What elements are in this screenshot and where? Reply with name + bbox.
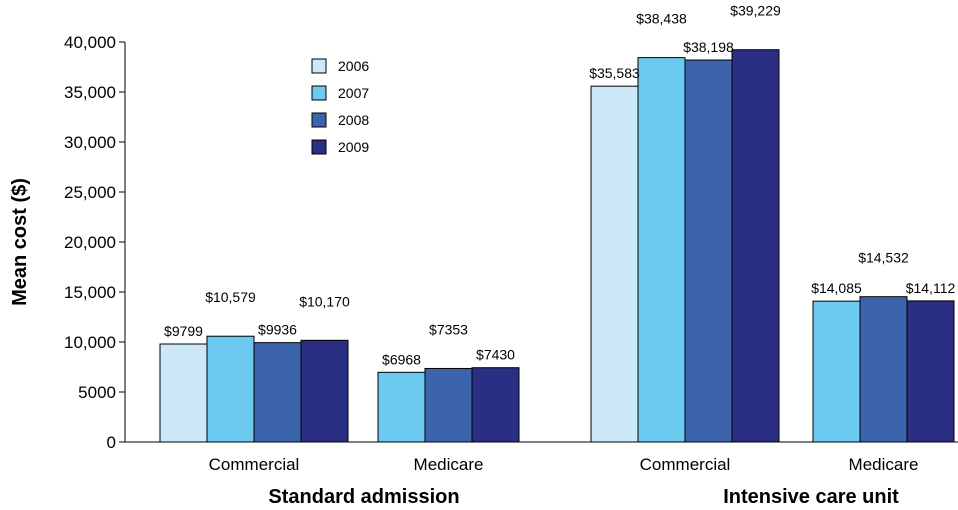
y-tick-label: 10,000 xyxy=(64,333,116,352)
data-label: $10,579 xyxy=(205,289,256,305)
x-group-label: Standard admission xyxy=(268,486,459,508)
data-label: $14,085 xyxy=(811,280,862,296)
bar-2007 xyxy=(206,335,255,443)
bar-2007 xyxy=(812,300,861,443)
x-tick-label: Commercial xyxy=(209,455,300,474)
y-tick-label: 40,000 xyxy=(64,33,116,52)
bar-2009 xyxy=(906,300,955,443)
data-label: $38,438 xyxy=(636,11,687,27)
data-label: $14,532 xyxy=(858,250,909,266)
x-tick-label: Medicare xyxy=(414,455,484,474)
legend-label: 2008 xyxy=(338,112,369,128)
x-group-label: Intensive care unit xyxy=(723,486,899,508)
data-label: $35,583 xyxy=(589,65,640,81)
legend-swatch xyxy=(311,58,327,74)
data-label: $6968 xyxy=(382,351,421,367)
x-tick-label: Medicare xyxy=(849,455,919,474)
bar-2008 xyxy=(859,296,908,443)
bar-2006 xyxy=(590,85,639,443)
legend-swatch xyxy=(311,85,327,101)
data-label: $9799 xyxy=(164,323,203,339)
bar-2007 xyxy=(377,371,426,443)
bar-2009 xyxy=(731,49,780,443)
y-axis-title: Mean cost ($) xyxy=(9,178,31,306)
y-tick-label: 0 xyxy=(107,433,116,452)
bars xyxy=(159,49,955,443)
bar-2009 xyxy=(471,367,520,443)
data-label: $7353 xyxy=(429,321,468,337)
y-tick-label: 30,000 xyxy=(64,133,116,152)
y-tick-label: 20,000 xyxy=(64,233,116,252)
bar-2009 xyxy=(300,339,349,443)
legend-swatch xyxy=(311,112,327,128)
bar-2008 xyxy=(424,367,473,443)
legend-label: 2007 xyxy=(338,85,369,101)
bar-2007 xyxy=(637,57,686,443)
legend: 2006 2007 2008 2009 xyxy=(311,58,369,155)
data-labels: $9799 $10,579 $9936$10,170 $6968 $7353 $7430 $… xyxy=(164,3,955,368)
y-tick-label: 15,000 xyxy=(64,283,116,302)
legend-label: 2006 xyxy=(338,58,369,74)
x-tick-label: Commercial xyxy=(640,455,731,474)
axes: 0 5000 10,000 15,000 20,000 25,000 30,000 35,00… xyxy=(64,33,958,508)
data-label: $7430 xyxy=(476,347,515,363)
data-label: $14,112 xyxy=(906,280,956,296)
data-label: $10,170 xyxy=(299,293,350,309)
data-label: $38,198 xyxy=(683,39,734,55)
y-tick-label: 5000 xyxy=(78,383,116,402)
legend-label: 2009 xyxy=(338,139,369,155)
bar-2008 xyxy=(253,342,302,443)
data-label: $9936 xyxy=(258,322,297,338)
bar-2008 xyxy=(684,59,733,443)
y-tick-label: 35,000 xyxy=(64,83,116,102)
data-label: $39,229 xyxy=(730,3,781,19)
y-tick-label: 25,000 xyxy=(64,183,116,202)
bar-2006 xyxy=(159,343,208,443)
legend-swatch xyxy=(311,139,327,155)
